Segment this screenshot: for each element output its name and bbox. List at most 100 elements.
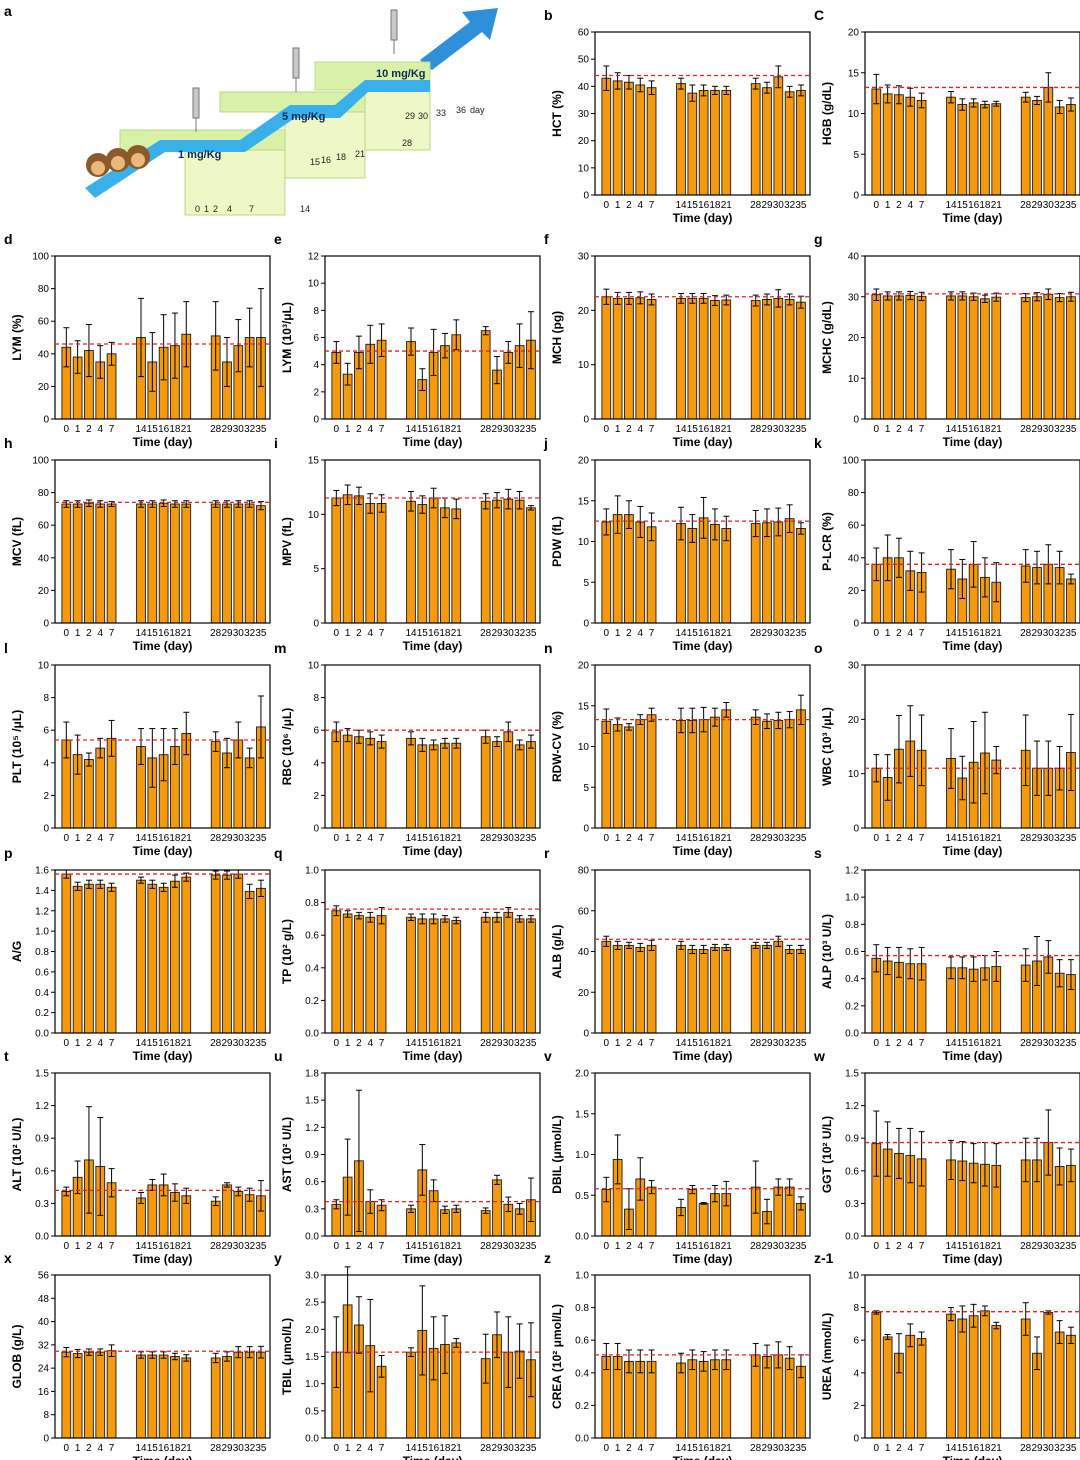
y-tick-label: 40 — [38, 349, 50, 360]
y-tick-label: 24 — [38, 1364, 50, 1375]
x-tick-label: 29 — [761, 1038, 773, 1049]
y-axis-label: ALB (g/L) — [550, 925, 564, 979]
x-tick-label: 16 — [428, 424, 440, 435]
x-tick-label: 14 — [945, 1038, 957, 1049]
y-tick-label: 0.5 — [575, 1191, 589, 1202]
x-tick-label: 2 — [626, 1241, 632, 1252]
panel-label: g — [814, 231, 823, 247]
y-tick-label: 0.2 — [845, 1001, 859, 1012]
bar — [451, 508, 462, 624]
bar — [773, 521, 784, 624]
y-tick-label: 10 — [848, 109, 860, 120]
bar — [624, 81, 634, 196]
x-tick-label: 28 — [750, 1241, 762, 1252]
y-tick-label: 0.0 — [35, 1232, 49, 1243]
x-tick-label: 32 — [784, 628, 796, 639]
bar — [480, 330, 491, 420]
bar — [991, 103, 1002, 196]
x-tick-label: 32 — [514, 628, 526, 639]
x-tick-label: 1 — [885, 424, 891, 435]
y-tick-label: 10 — [848, 1271, 860, 1282]
chart-panel-j: j 0 5 10 15 20 0 1 2 4 7 14 15 16 18 21 28 29 30 32 35 Time (… — [540, 430, 811, 653]
x-tick-label: 29 — [221, 628, 233, 639]
bar — [331, 731, 342, 829]
x-tick-label: 32 — [1054, 1241, 1066, 1252]
bar — [210, 503, 221, 624]
x-tick-label: 16 — [158, 628, 170, 639]
x-tick-label: 0 — [334, 628, 340, 639]
chart-panel-x: x 0 8 16 24 32 40 48 56 0 1 2 4 7 14 15 16 18 21 28 29 30 32 35… — [0, 1245, 271, 1460]
bar — [882, 295, 893, 420]
x-tick-label: 29 — [1031, 1241, 1043, 1252]
x-tick-label: 18 — [709, 1038, 721, 1049]
ruler-label: 30 — [418, 111, 428, 121]
x-tick-label: 29 — [221, 1241, 233, 1252]
x-tick-label: 4 — [97, 628, 103, 639]
panel-label: u — [274, 1048, 283, 1064]
x-tick-label: 14 — [135, 424, 147, 435]
plot-frame — [594, 459, 811, 624]
bar — [233, 873, 244, 1034]
bar — [762, 944, 772, 1034]
y-axis-label: ALT (10² U/L) — [10, 1118, 24, 1192]
x-tick-label: 4 — [367, 1241, 373, 1252]
panel-label: n — [544, 640, 553, 656]
x-tick-label: 35 — [795, 1038, 807, 1049]
y-tick-label: 0.5 — [305, 1406, 319, 1417]
bar — [646, 526, 657, 624]
x-tick-label: 35 — [795, 200, 807, 211]
bar — [440, 507, 450, 624]
chart-panel-v: v 0.0 0.5 1.0 1.5 2.0 0 1 2 4 7 14 15 16 18 21 28 29 30 32 3… — [540, 1043, 811, 1266]
y-tick-label: 2 — [43, 791, 49, 802]
x-tick-label: 30 — [503, 1241, 515, 1252]
y-tick-label: 1.2 — [35, 906, 49, 917]
bar — [968, 1315, 979, 1439]
x-tick-label: 35 — [525, 1241, 537, 1252]
bar — [210, 741, 221, 829]
x-tick-label: 14 — [945, 833, 957, 844]
bar — [796, 709, 806, 829]
plot-frame — [324, 1274, 541, 1439]
y-axis-label: PDW (fL) — [550, 516, 564, 567]
x-tick-label: 14 — [405, 424, 417, 435]
y-tick-label: 8 — [853, 1303, 859, 1314]
y-tick-label: 0 — [43, 415, 49, 426]
bar — [244, 503, 255, 624]
y-tick-label: 0 — [853, 191, 859, 202]
x-tick-label: 28 — [750, 200, 762, 211]
x-tick-label: 16 — [968, 424, 980, 435]
x-tick-label: 18 — [979, 1038, 991, 1049]
y-tick-label: 1.0 — [845, 893, 859, 904]
plot-frame — [54, 1274, 271, 1439]
plot-frame — [324, 869, 541, 1034]
x-axis-label: Time (day) — [673, 844, 733, 858]
x-tick-label: 35 — [525, 1038, 537, 1049]
x-tick-label: 16 — [158, 1038, 170, 1049]
x-tick-label: 29 — [491, 628, 503, 639]
bar — [784, 91, 795, 196]
bar — [1043, 1312, 1054, 1439]
x-tick-label: 35 — [255, 424, 267, 435]
y-axis-label: PLT (10⁵ /μL) — [10, 710, 24, 783]
x-tick-label: 0 — [874, 200, 880, 211]
ruler-label: 33 — [436, 108, 446, 118]
x-tick-label: 16 — [698, 628, 710, 639]
x-axis-label: Time (day) — [403, 1252, 463, 1266]
x-tick-label: 1 — [615, 628, 621, 639]
y-tick-label: 20 — [848, 333, 860, 344]
y-tick-label: 0.6 — [305, 931, 319, 942]
y-tick-label: 0.6 — [305, 1177, 319, 1188]
x-tick-label: 32 — [514, 424, 526, 435]
y-tick-label: 10 — [578, 537, 590, 548]
x-tick-label: 32 — [1054, 833, 1066, 844]
x-tick-label: 35 — [795, 628, 807, 639]
x-axis-label: Time (day) — [403, 1049, 463, 1063]
y-tick-label: 0.6 — [845, 947, 859, 958]
bar — [796, 528, 806, 624]
x-tick-label: 14 — [135, 833, 147, 844]
bar — [894, 94, 904, 196]
y-tick-label: 2 — [313, 791, 319, 802]
x-axis-label: Time (day) — [943, 844, 1003, 858]
